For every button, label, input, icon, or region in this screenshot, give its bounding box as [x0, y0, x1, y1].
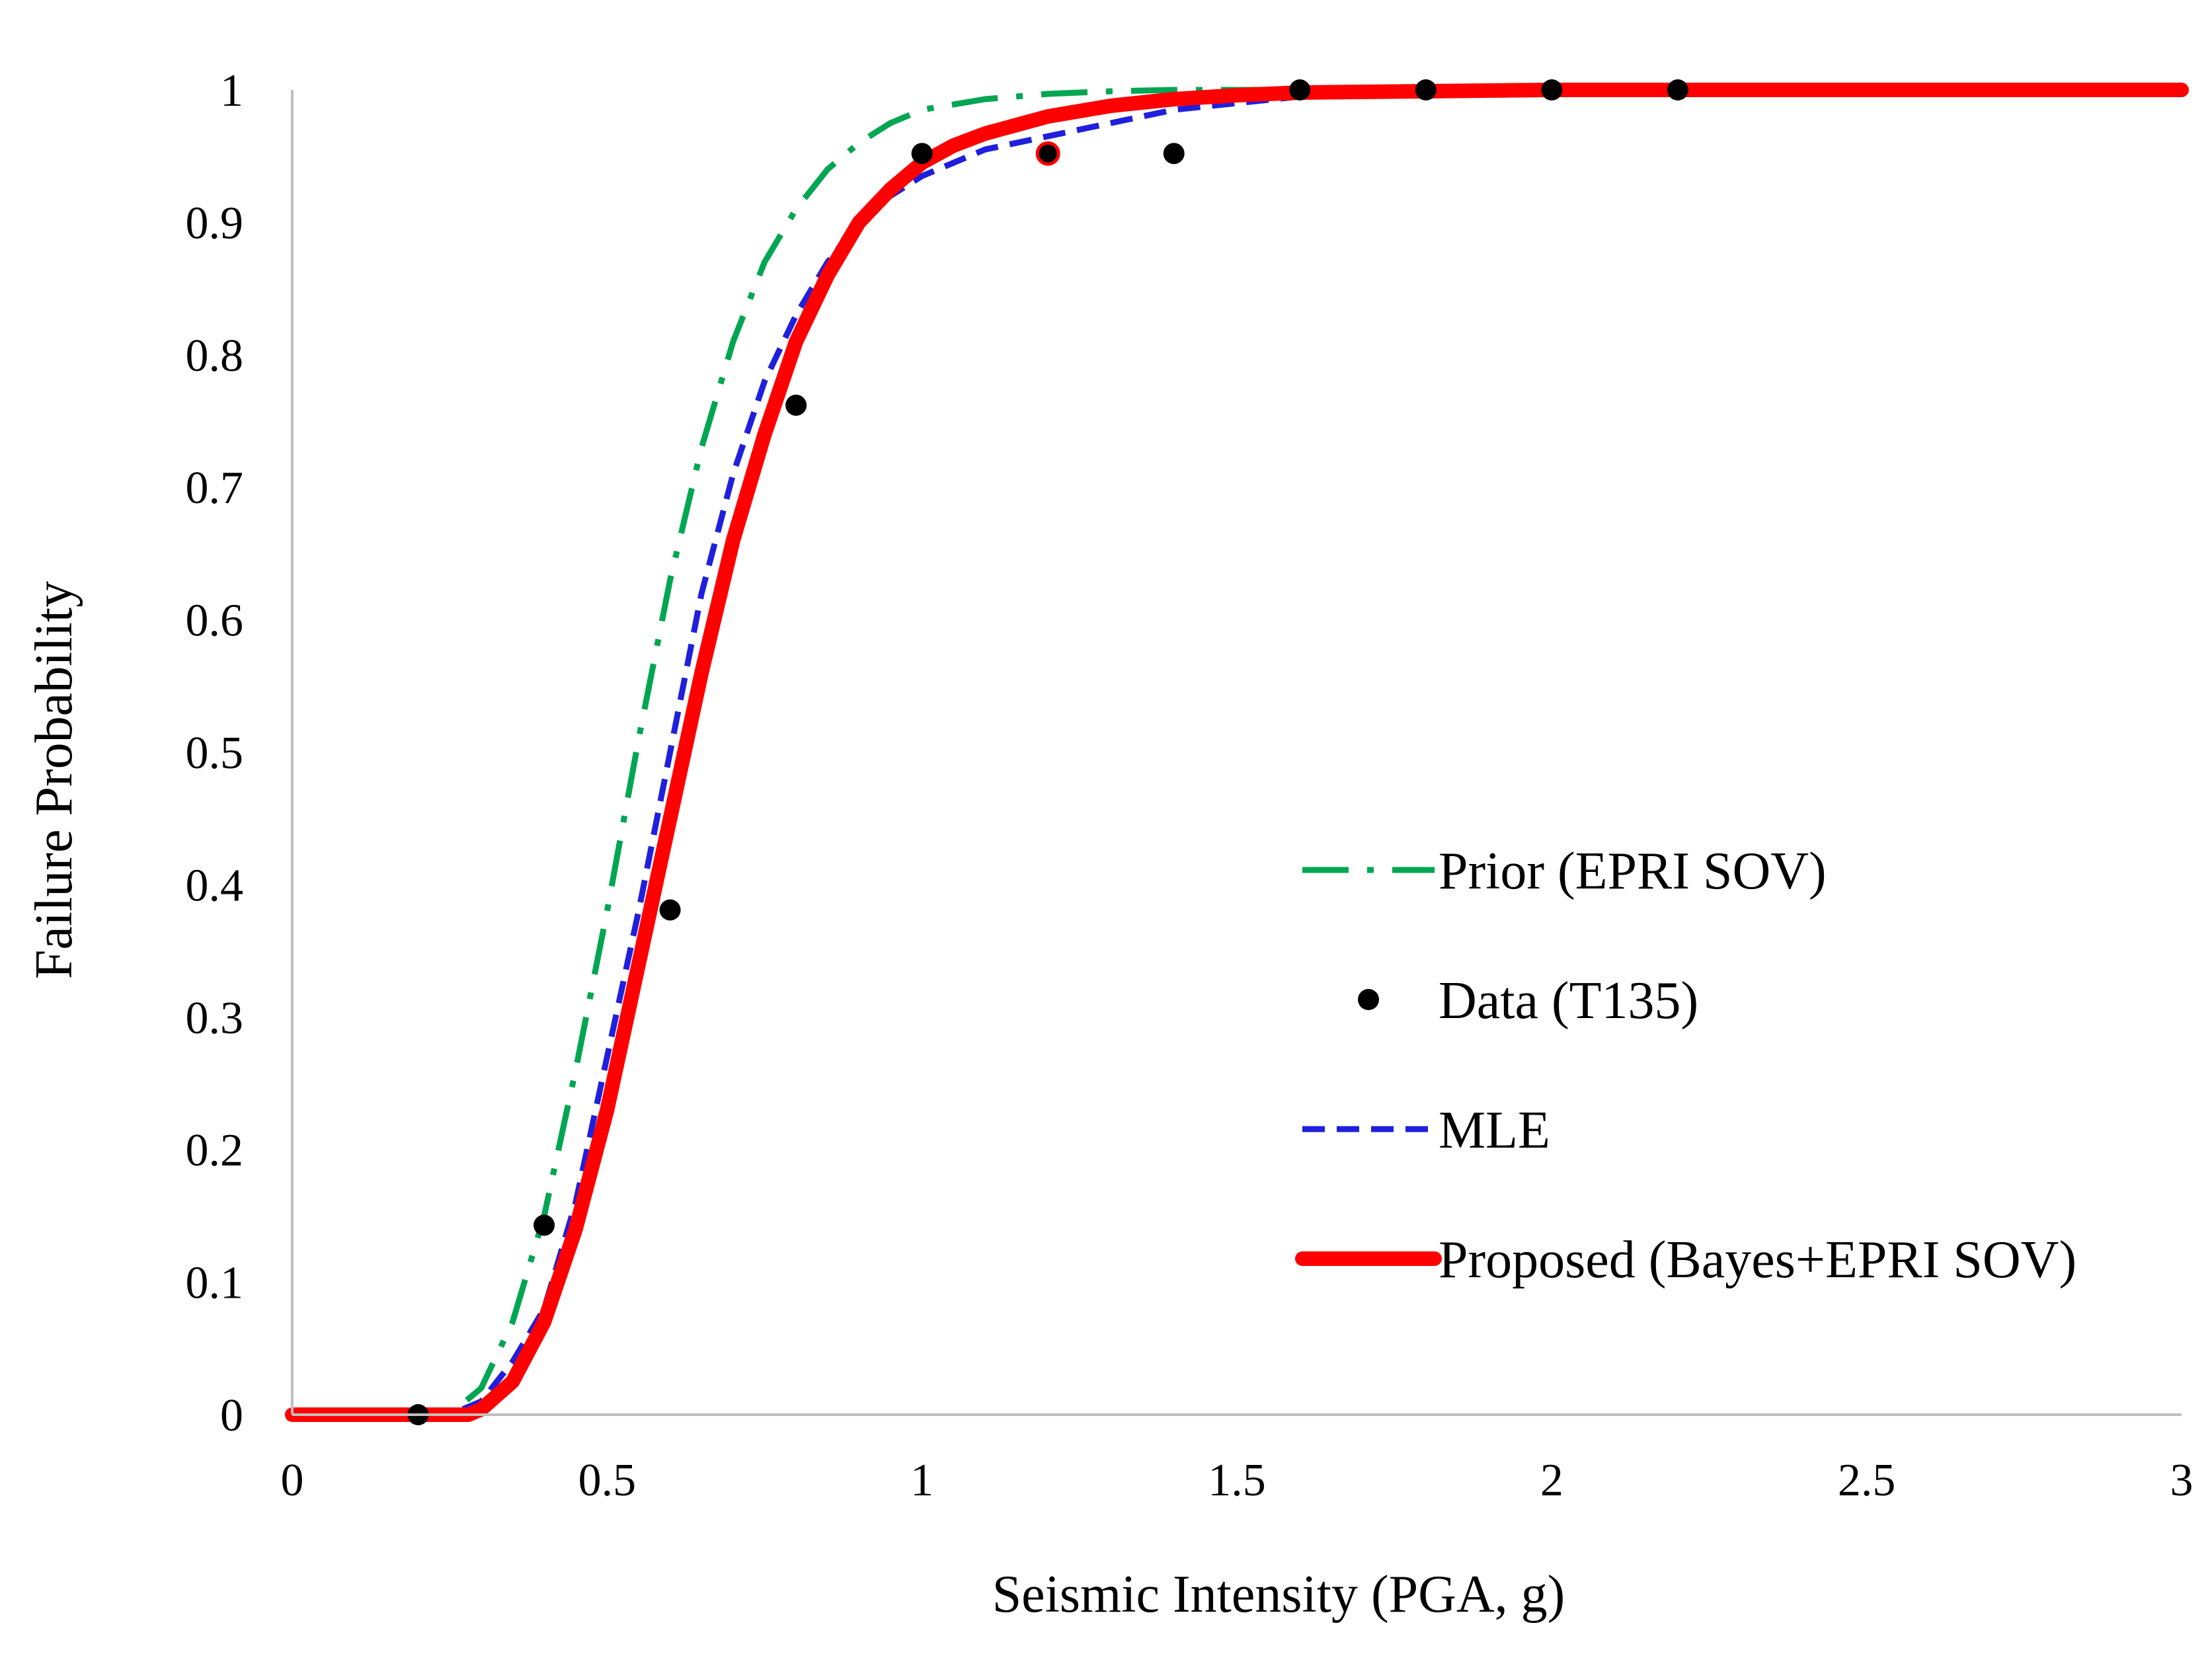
data-point: [911, 143, 933, 165]
y-tick-label: 0.6: [186, 596, 244, 647]
data-point: [1541, 79, 1563, 100]
x-tick-label: 1.5: [1208, 1455, 1266, 1506]
legend-label: Data (T135): [1439, 972, 1698, 1030]
data-point: [659, 899, 681, 921]
data-point: [785, 394, 807, 416]
plot-lines: [285, 79, 2189, 1425]
legend-label: Prior (EPRI SOV): [1439, 842, 1827, 900]
data-point: [1415, 79, 1437, 100]
x-tick-label: 0.5: [578, 1455, 637, 1506]
y-tick-label: 0.8: [186, 331, 244, 381]
y-axis-ticks: 0 0.1 0.2 0.3 0.4 0.5 0.6 0.7 0.8 0.9 1: [186, 65, 244, 1441]
x-axis-ticks: 0 0.5 1 1.5 2 2.5 3: [281, 1455, 2193, 1506]
legend-swatch-marker: [1358, 989, 1379, 1010]
data-point-highlighted: [1035, 141, 1060, 166]
legend-label: MLE: [1439, 1101, 1550, 1160]
y-tick-label: 0.4: [186, 860, 244, 911]
series-line-proposed-bayes-epri-sov: [285, 83, 2189, 1422]
y-tick-label: 0.5: [186, 728, 244, 779]
y-tick-label: 0.3: [186, 993, 244, 1044]
x-tick-label: 0: [281, 1455, 304, 1506]
y-axis-title: Failure Probability: [25, 581, 83, 979]
data-point: [1289, 79, 1311, 100]
axes: [291, 90, 2182, 1416]
x-tick-label: 1: [910, 1455, 933, 1506]
y-tick-label: 0.2: [186, 1125, 244, 1176]
x-tick-label: 3: [2170, 1455, 2193, 1506]
legend-label: Proposed (Bayes+EPRI SOV): [1439, 1231, 2076, 1289]
x-axis-title: Seismic Intensity (PGA, g): [992, 1565, 1565, 1624]
y-tick-label: 0.1: [186, 1258, 244, 1309]
data-point: [1667, 79, 1688, 100]
legend: Prior (EPRI SOV) Data (T135) MLE Proposed (…: [1295, 842, 2076, 1289]
x-tick-label: 2.5: [1838, 1455, 1896, 1506]
y-tick-label: 1: [220, 65, 243, 116]
x-tick-label: 2: [1540, 1455, 1563, 1506]
data-point: [1163, 143, 1185, 165]
y-tick-label: 0.9: [186, 198, 244, 249]
y-tick-label: 0.7: [186, 463, 244, 514]
y-tick-label: 0: [220, 1390, 243, 1441]
data-point: [533, 1214, 555, 1236]
